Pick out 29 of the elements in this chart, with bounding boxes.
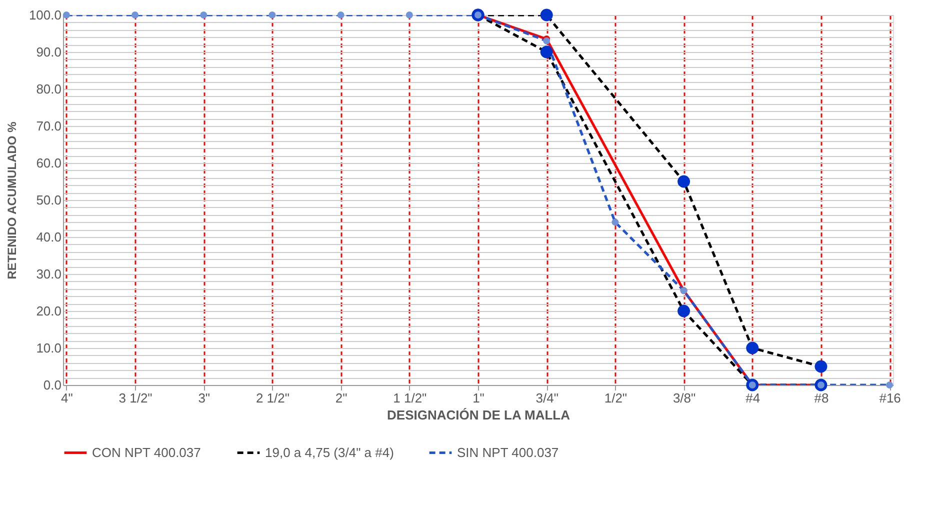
y-tick-label: 100.0	[28, 8, 62, 22]
legend-label: 19,0 a 4,75 (3/4" a #4)	[265, 444, 394, 460]
x-tick-label: 2 1/2"	[256, 390, 290, 406]
y-tick-label: 60.0	[36, 156, 62, 170]
y-tick-label: 0.0	[43, 378, 62, 392]
y-tick-label: 50.0	[36, 192, 62, 208]
y-tick-label: 20.0	[36, 304, 62, 318]
y-tick-label: 30.0	[36, 266, 62, 282]
y-tick-label: 40.0	[36, 230, 62, 244]
y-tick-label: 70.0	[36, 118, 62, 134]
x-tick-label: 3 1/2"	[118, 390, 153, 406]
x-tick-label: 2"	[335, 390, 348, 406]
y-tick-label: 10.0	[36, 340, 62, 356]
x-axis-title: DESIGNACIÓN DE LA MALLA	[387, 408, 571, 422]
x-tick-label: 1/2"	[604, 390, 628, 406]
legend-label: CON NPT 400.037	[92, 444, 201, 460]
x-tick-label: #4	[746, 390, 760, 406]
x-tick-label: #16	[879, 390, 901, 406]
x-tick-label: 3"	[198, 390, 210, 406]
x-tick-label: #8	[814, 390, 829, 406]
legend-label: SIN NPT 400.037	[457, 444, 559, 460]
x-tick-label: 1"	[472, 390, 485, 406]
y-tick-label: 80.0	[36, 82, 62, 96]
x-tick-label: 3/4"	[536, 390, 559, 406]
x-tick-label: 4"	[61, 390, 74, 406]
x-tick-label: 3/8"	[672, 390, 696, 406]
x-tick-label: 1 1/2"	[393, 390, 428, 406]
y-axis-title: RETENIDO ACUMULADO %	[4, 121, 19, 280]
y-tick-label: 90.0	[36, 44, 62, 60]
